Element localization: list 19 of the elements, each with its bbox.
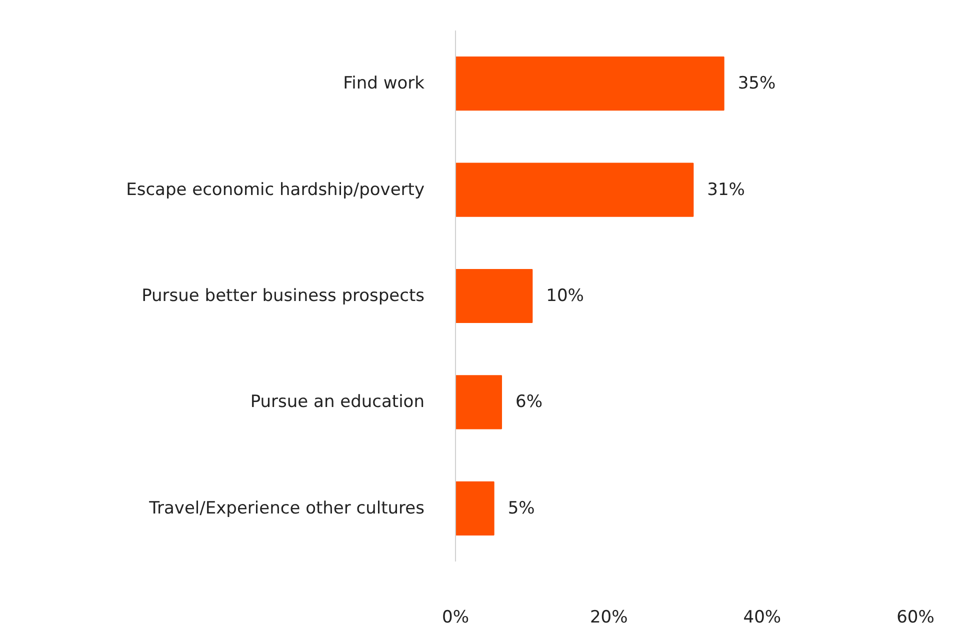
bar [456,268,533,324]
data-label: 31% [707,180,745,200]
y-tick-label: Find work [343,74,425,94]
data-label: 35% [738,74,776,94]
y-tick-label: Escape economic hardship/poverty [126,180,424,200]
bar [456,56,724,111]
y-tick-label: Pursue better business prospects [142,286,425,306]
x-tick-label: 60% [896,608,934,628]
bar [456,162,694,217]
data-label: 6% [516,392,542,412]
bar [456,375,502,430]
data-label: 5% [508,498,535,518]
y-tick-label: Travel/Experience other cultures [148,498,425,518]
bar [456,481,494,536]
x-tick-label: 20% [590,608,628,628]
x-tick-label: 40% [743,608,782,628]
x-tick-label: 0% [442,608,469,628]
data-label: 10% [546,286,584,306]
y-tick-label: Pursue an education [250,392,425,412]
